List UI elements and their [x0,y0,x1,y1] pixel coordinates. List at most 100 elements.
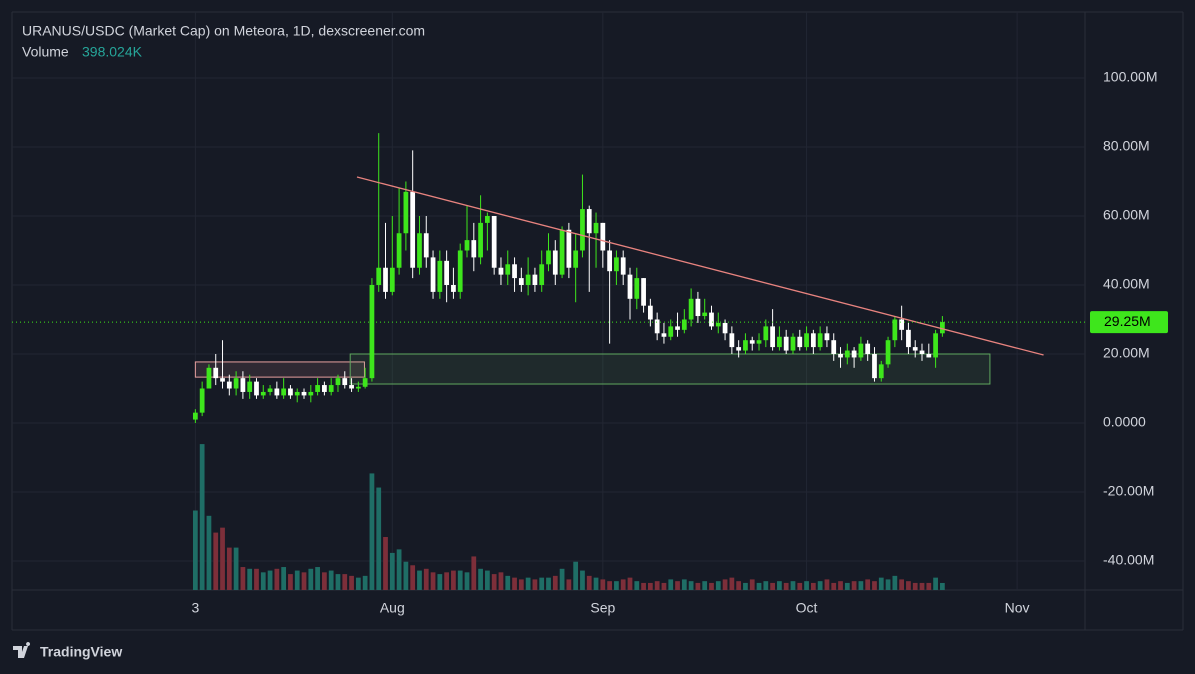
volume-bar [532,579,538,590]
candle-body [362,378,368,387]
candle-body [322,385,327,392]
candle-body [437,260,443,292]
candle-body [396,233,402,268]
volume-bar [199,444,205,590]
volume-bar [756,582,762,590]
volume-bar [729,577,735,590]
volume-bar [614,581,619,590]
candle-body [838,354,843,358]
y-tick-label: -40.00M [1103,552,1154,568]
candle-body [281,388,287,396]
candle-body [498,267,504,275]
volume-bar [777,581,782,590]
volume-bar [838,581,843,590]
candle-body [593,222,599,234]
volume-bar [315,567,320,590]
x-tick-label: Sep [590,600,615,616]
candle-body [328,385,334,392]
y-tick-label: 40.00M [1103,276,1150,292]
candle-body [607,250,612,272]
volume-bar [804,581,809,590]
volume-bar [743,582,748,590]
candle-body [376,267,382,285]
price-label: 29.25M [1104,313,1151,329]
volume-bar [722,579,728,590]
candle-body [783,336,789,351]
volume-bar [349,575,354,590]
candle-body [199,388,205,413]
candle-body [512,264,517,279]
candle-body [777,336,782,348]
candle-body [586,209,592,234]
candle-body [349,385,354,389]
volume-bar [810,582,816,590]
volume-bar [491,574,497,590]
candle-body [804,333,809,348]
volume-bar [580,570,585,590]
volume-bar [797,582,803,590]
volume-bar [410,565,416,590]
candle-body [539,264,545,285]
volume-bar [872,581,877,590]
volume-bar [403,561,409,590]
candle-body [661,333,667,337]
volume-bar [865,579,871,590]
volume-bar [260,572,266,590]
candle-body [505,264,511,275]
volume-bar [471,556,477,590]
plot [12,133,1085,590]
volume-bar [878,577,884,590]
candle-body [729,333,735,348]
volume-bar [423,568,429,590]
candle-body [369,284,375,379]
volume-bar [940,582,945,590]
volume-bar [906,581,911,590]
candle-body [614,257,619,272]
candle-body [206,367,212,389]
candle-body [736,347,742,351]
volume-bar [763,581,769,590]
candle-body [410,191,416,268]
volume-bar [675,581,680,590]
volume-bar [233,547,239,590]
volume-bar [559,568,565,590]
candle-body [933,333,938,358]
volume-bar [892,575,898,590]
volume-bar [308,568,314,590]
candle-body [892,319,898,341]
volume-bar [817,581,823,590]
candle-body [647,305,653,320]
candle-body [573,250,579,268]
volume-bar [736,581,742,590]
volume-bar [647,582,653,590]
candle-body [634,278,640,299]
candle-body [233,378,239,389]
volume-legend: Volume [22,44,69,60]
candle-body [226,381,232,389]
candle-body [355,386,361,389]
brand: TradingView [40,644,122,660]
volume-bar [464,572,470,590]
candle-body [844,350,850,358]
candle-body [709,312,714,327]
volume-bar [322,572,327,590]
candle-body [423,233,429,258]
candle-body [912,347,918,351]
volume-bar [389,552,395,590]
candle-body [430,257,436,292]
candle-body [315,385,320,392]
candle-body [580,209,585,251]
x-tick-label: Nov [1005,600,1030,616]
volume-bar [593,577,599,590]
volume-bar [301,572,307,590]
candle-body [906,329,911,348]
volume-bar [247,568,253,590]
candle-body [702,312,708,317]
volume-bar [899,579,905,590]
candle-body [790,336,796,351]
volume-bar [552,575,558,590]
volume-bar [831,582,837,590]
candle-body [566,229,572,268]
